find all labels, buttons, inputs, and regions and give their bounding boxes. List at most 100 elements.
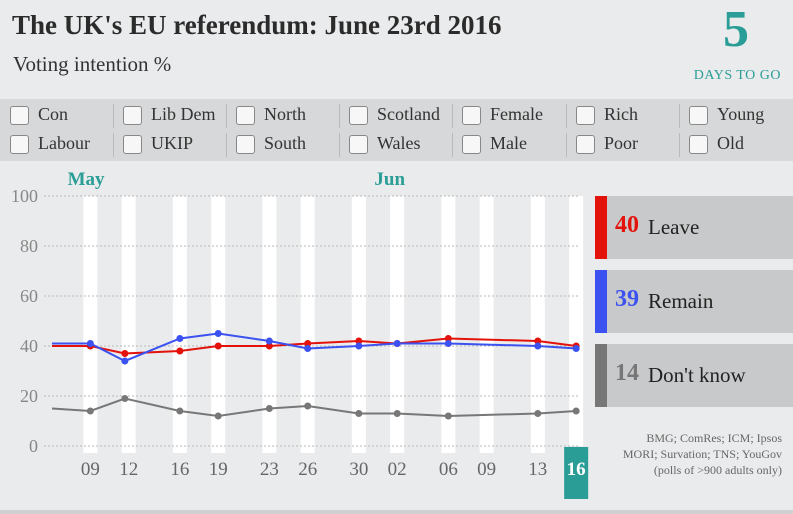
- filter-labour[interactable]: Labour: [0, 130, 113, 158]
- legend-color-bar: [595, 196, 607, 259]
- data-point-remain: [444, 340, 452, 347]
- y-tick-label: 100: [11, 186, 38, 206]
- filter-checkbox[interactable]: [576, 135, 595, 154]
- legend-value: 39: [615, 286, 639, 312]
- bottom-divider: [0, 510, 793, 514]
- filter-panel: Con Lib Dem North Scotland Female Rich Young La…: [0, 99, 793, 161]
- filter-divider: [339, 104, 340, 128]
- filter-checkbox[interactable]: [10, 135, 29, 154]
- filter-wales[interactable]: Wales: [339, 130, 452, 158]
- data-point-remain: [393, 340, 401, 347]
- filter-label: Lib Dem: [151, 104, 216, 124]
- filter-divider: [452, 104, 453, 128]
- filter-young[interactable]: Young: [679, 101, 792, 129]
- data-point-remain: [176, 335, 184, 342]
- day-stripe: [530, 196, 545, 453]
- day-stripe: [211, 196, 226, 453]
- filter-checkbox[interactable]: [236, 106, 255, 125]
- filter-label: Poor: [604, 133, 639, 153]
- data-point-don-t-know: [214, 412, 222, 420]
- legend-label: Leave: [648, 215, 700, 239]
- data-point-don-t-know: [304, 402, 312, 410]
- x-tick-label: 19: [209, 459, 228, 480]
- y-tick-label: 40: [20, 336, 38, 356]
- day-stripe: [390, 196, 405, 453]
- filter-checkbox[interactable]: [123, 106, 142, 125]
- filter-checkbox[interactable]: [10, 106, 29, 125]
- data-point-remain: [534, 342, 542, 350]
- x-tick-label: 26: [298, 459, 317, 480]
- filter-label: Male: [490, 133, 527, 153]
- filter-checkbox[interactable]: [349, 135, 368, 154]
- filter-checkbox[interactable]: [349, 106, 368, 125]
- legend-value: 14: [615, 360, 639, 386]
- data-point-remain: [304, 345, 312, 352]
- data-point-remain: [572, 345, 580, 352]
- filter-poor[interactable]: Poor: [566, 130, 679, 158]
- filter-checkbox[interactable]: [123, 135, 142, 154]
- countdown-number: 5: [723, 1, 749, 58]
- filter-divider: [566, 133, 567, 157]
- x-tick-label: 09: [477, 459, 496, 480]
- filter-divider: [226, 104, 227, 128]
- day-stripe: [172, 196, 187, 453]
- data-point-leave: [355, 337, 363, 345]
- x-tick-label: 02: [388, 459, 407, 480]
- filter-male[interactable]: Male: [452, 130, 565, 158]
- voting-intention-chart: 0 20 40 60 80 100 May Jun 09 12 16 19 23 26 30 02 06 09 13…: [11, 169, 589, 499]
- legend-color-bar: [595, 344, 607, 407]
- data-point-leave: [304, 340, 312, 347]
- y-tick-label: 20: [20, 386, 38, 406]
- y-tick-label: 60: [20, 286, 38, 306]
- legend-item-leave: 40 Leave: [595, 196, 793, 259]
- data-point-don-t-know: [355, 410, 363, 417]
- filter-north[interactable]: North: [226, 101, 339, 129]
- filter-label: North: [264, 104, 306, 124]
- day-stripe: [300, 196, 315, 453]
- filter-divider: [339, 133, 340, 157]
- filter-divider: [113, 104, 114, 128]
- filter-divider: [679, 133, 680, 157]
- data-point-leave: [265, 342, 273, 350]
- day-stripe: [569, 196, 584, 446]
- data-point-don-t-know: [176, 407, 184, 415]
- filter-divider: [566, 104, 567, 128]
- countdown-label: DAYS TO GO: [693, 68, 781, 83]
- data-point-don-t-know: [393, 410, 401, 417]
- legend-value: 40: [615, 212, 639, 238]
- filter-con[interactable]: Con: [0, 101, 113, 129]
- data-point-leave: [444, 335, 452, 342]
- data-point-don-t-know: [265, 405, 273, 412]
- filter-checkbox[interactable]: [236, 135, 255, 154]
- data-point-don-t-know: [86, 407, 94, 415]
- filter-old[interactable]: Old: [679, 130, 792, 158]
- filter-checkbox[interactable]: [576, 106, 595, 125]
- filter-rich[interactable]: Rich: [566, 101, 679, 129]
- day-stripe: [441, 196, 456, 453]
- filter-checkbox[interactable]: [689, 106, 708, 125]
- filter-female[interactable]: Female: [452, 101, 565, 129]
- filter-label: Scotland: [377, 104, 440, 124]
- filter-scotland[interactable]: Scotland: [339, 101, 452, 129]
- x-tick-label: 12: [119, 459, 138, 480]
- filter-checkbox[interactable]: [689, 135, 708, 154]
- series-line-don-t-know: [51, 397, 577, 418]
- filter-divider: [226, 133, 227, 157]
- filter-checkbox[interactable]: [462, 135, 481, 154]
- page-subtitle: Voting intention %: [13, 52, 172, 76]
- x-tick-label: 06: [439, 459, 458, 480]
- filter-label: Con: [38, 104, 69, 124]
- filter-label: Rich: [604, 104, 638, 124]
- legend-color-bar: [595, 270, 607, 333]
- data-point-remain: [265, 337, 273, 345]
- data-point-leave: [121, 350, 129, 357]
- legend-item-remain: 39 Remain: [595, 270, 793, 333]
- filter-ukip[interactable]: UKIP: [113, 130, 226, 158]
- filter-lib-dem[interactable]: Lib Dem: [113, 101, 226, 129]
- filter-checkbox[interactable]: [462, 106, 481, 125]
- filter-south[interactable]: South: [226, 130, 339, 158]
- filter-divider: [113, 133, 114, 157]
- day-stripe: [351, 196, 366, 453]
- day-stripe: [83, 196, 98, 453]
- day-stripe: [479, 196, 494, 453]
